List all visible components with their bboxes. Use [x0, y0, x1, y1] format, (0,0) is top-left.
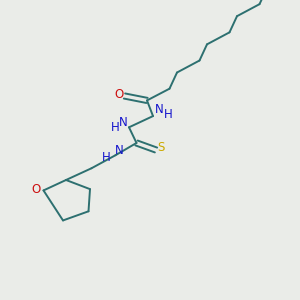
Text: S: S [157, 141, 164, 154]
Text: O: O [32, 183, 40, 196]
Text: H: H [102, 151, 111, 164]
Text: H: H [111, 121, 120, 134]
Text: H: H [164, 107, 172, 121]
Text: N: N [155, 103, 164, 116]
Text: O: O [115, 88, 124, 101]
Text: N: N [118, 116, 127, 129]
Text: N: N [115, 144, 124, 157]
